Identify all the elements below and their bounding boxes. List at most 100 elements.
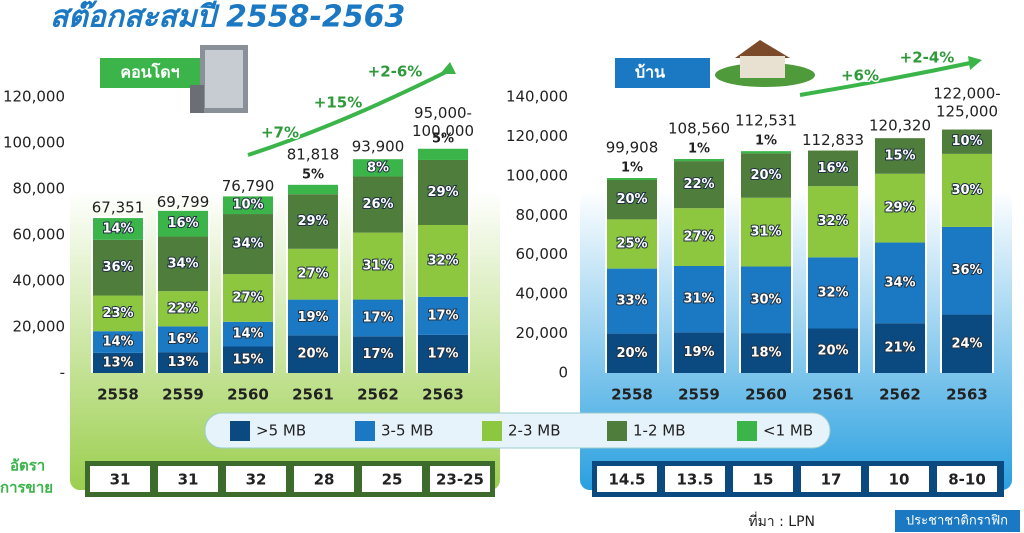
rates-label: อัตรา	[10, 457, 45, 475]
rate-value: 28	[314, 471, 335, 489]
x-tick-label: 2560	[227, 386, 269, 404]
segment-label: 36%	[951, 263, 982, 278]
rate-cell	[294, 466, 354, 492]
x-tick-label: 2560	[745, 386, 787, 404]
total-label: 76,790	[222, 177, 275, 195]
total-label: 99,908	[606, 139, 659, 157]
y-tick-label: -	[60, 364, 65, 382]
segment-label: 29%	[884, 201, 915, 216]
segment-label: 22%	[683, 177, 714, 192]
rate-cell	[801, 466, 861, 492]
segment-label: 5%	[302, 167, 324, 182]
rate-cell	[90, 466, 150, 492]
x-tick-label: 2558	[97, 386, 139, 404]
bar-segment	[674, 208, 724, 266]
total-label: 112,531	[735, 112, 797, 130]
legend-label: <1 MB	[763, 422, 813, 440]
bar-segment	[288, 299, 338, 336]
bar-segment	[808, 150, 858, 187]
bar-segment	[418, 224, 468, 297]
segment-label: 25%	[616, 236, 647, 251]
bar-segment	[674, 158, 724, 162]
segment-label: 14%	[102, 335, 133, 350]
condo-tag	[100, 58, 200, 88]
growth-annotation: +2-6%	[368, 63, 423, 81]
bar-segment	[741, 333, 791, 373]
rate-value: 13.5	[676, 471, 713, 489]
x-tick-label: 2561	[292, 386, 334, 404]
rate-cell	[362, 466, 422, 492]
rate-value: 31	[178, 471, 199, 489]
rate-cell	[665, 466, 725, 492]
bar-segment	[942, 129, 992, 154]
bar-segment	[158, 291, 208, 327]
bar-segment	[353, 176, 403, 233]
rate-cell	[226, 466, 286, 492]
bar-segment	[223, 214, 273, 275]
bar-segment	[808, 328, 858, 373]
bar-segment	[93, 352, 143, 373]
segment-label: 13%	[102, 355, 133, 370]
segment-label: 10%	[951, 134, 982, 149]
house-rate-band	[592, 461, 1004, 497]
rate-value: 25	[382, 471, 403, 489]
segment-label: 13%	[167, 355, 198, 370]
bar-segment	[741, 153, 791, 198]
bar-segment	[418, 296, 468, 335]
bar-segment	[674, 161, 724, 209]
y-tick-label: 80,000	[13, 180, 66, 198]
bar-segment	[93, 295, 143, 332]
bar-segment	[674, 332, 724, 373]
bar-segment	[288, 248, 338, 300]
building-icon	[190, 45, 248, 113]
growth-annotation: +2-4%	[900, 49, 955, 67]
rates-label: การขาย	[0, 479, 53, 497]
bar-segment	[607, 268, 657, 334]
segment-label: 16%	[817, 161, 848, 176]
x-tick-label: 2558	[611, 386, 653, 404]
segment-label: 14%	[232, 327, 263, 342]
segment-label: 29%	[297, 214, 328, 229]
legend-swatch	[355, 421, 375, 441]
segment-label: 31%	[362, 259, 393, 274]
segment-label: 34%	[232, 237, 263, 252]
total-label: 120,320	[869, 116, 931, 134]
house-icon	[715, 40, 815, 87]
bar-segment	[607, 333, 657, 373]
segment-label: 16%	[167, 332, 198, 347]
segment-label: 36%	[102, 260, 133, 275]
rate-cell	[158, 466, 218, 492]
bar-segment	[942, 153, 992, 227]
bar-segment	[875, 323, 925, 373]
segment-label: 15%	[884, 148, 915, 163]
growth-annotation: +7%	[261, 124, 299, 142]
bar-segment	[942, 226, 992, 315]
segment-label: 20%	[817, 343, 848, 358]
segment-label: 31%	[750, 225, 781, 240]
segment-label: 24%	[951, 336, 982, 351]
segment-label: 34%	[884, 275, 915, 290]
segment-label: 27%	[232, 290, 263, 305]
total-label: 93,900	[352, 138, 405, 156]
segment-label: 1%	[688, 141, 710, 156]
y-tick-label: 40,000	[13, 272, 66, 290]
bar-segment	[223, 274, 273, 322]
bar-segment	[93, 218, 143, 240]
rate-cell	[733, 466, 793, 492]
segment-label: 10%	[232, 198, 263, 213]
x-tick-label: 2559	[678, 386, 720, 404]
condo-label: คอนโดฯ	[120, 62, 179, 82]
legend-label: 1-2 MB	[633, 422, 686, 440]
bar-segment	[288, 194, 338, 249]
y-tick-label: 60,000	[13, 226, 66, 244]
bar-segment	[158, 326, 208, 353]
bar-segment	[418, 159, 468, 225]
segment-label: 20%	[297, 347, 328, 362]
segment-label: 16%	[167, 216, 198, 231]
bar-segment	[353, 336, 403, 373]
segment-label: 34%	[167, 256, 198, 271]
segment-label: 17%	[362, 347, 393, 362]
bar-segment	[158, 236, 208, 292]
bar-segment	[158, 352, 208, 373]
segment-label: 30%	[750, 292, 781, 307]
